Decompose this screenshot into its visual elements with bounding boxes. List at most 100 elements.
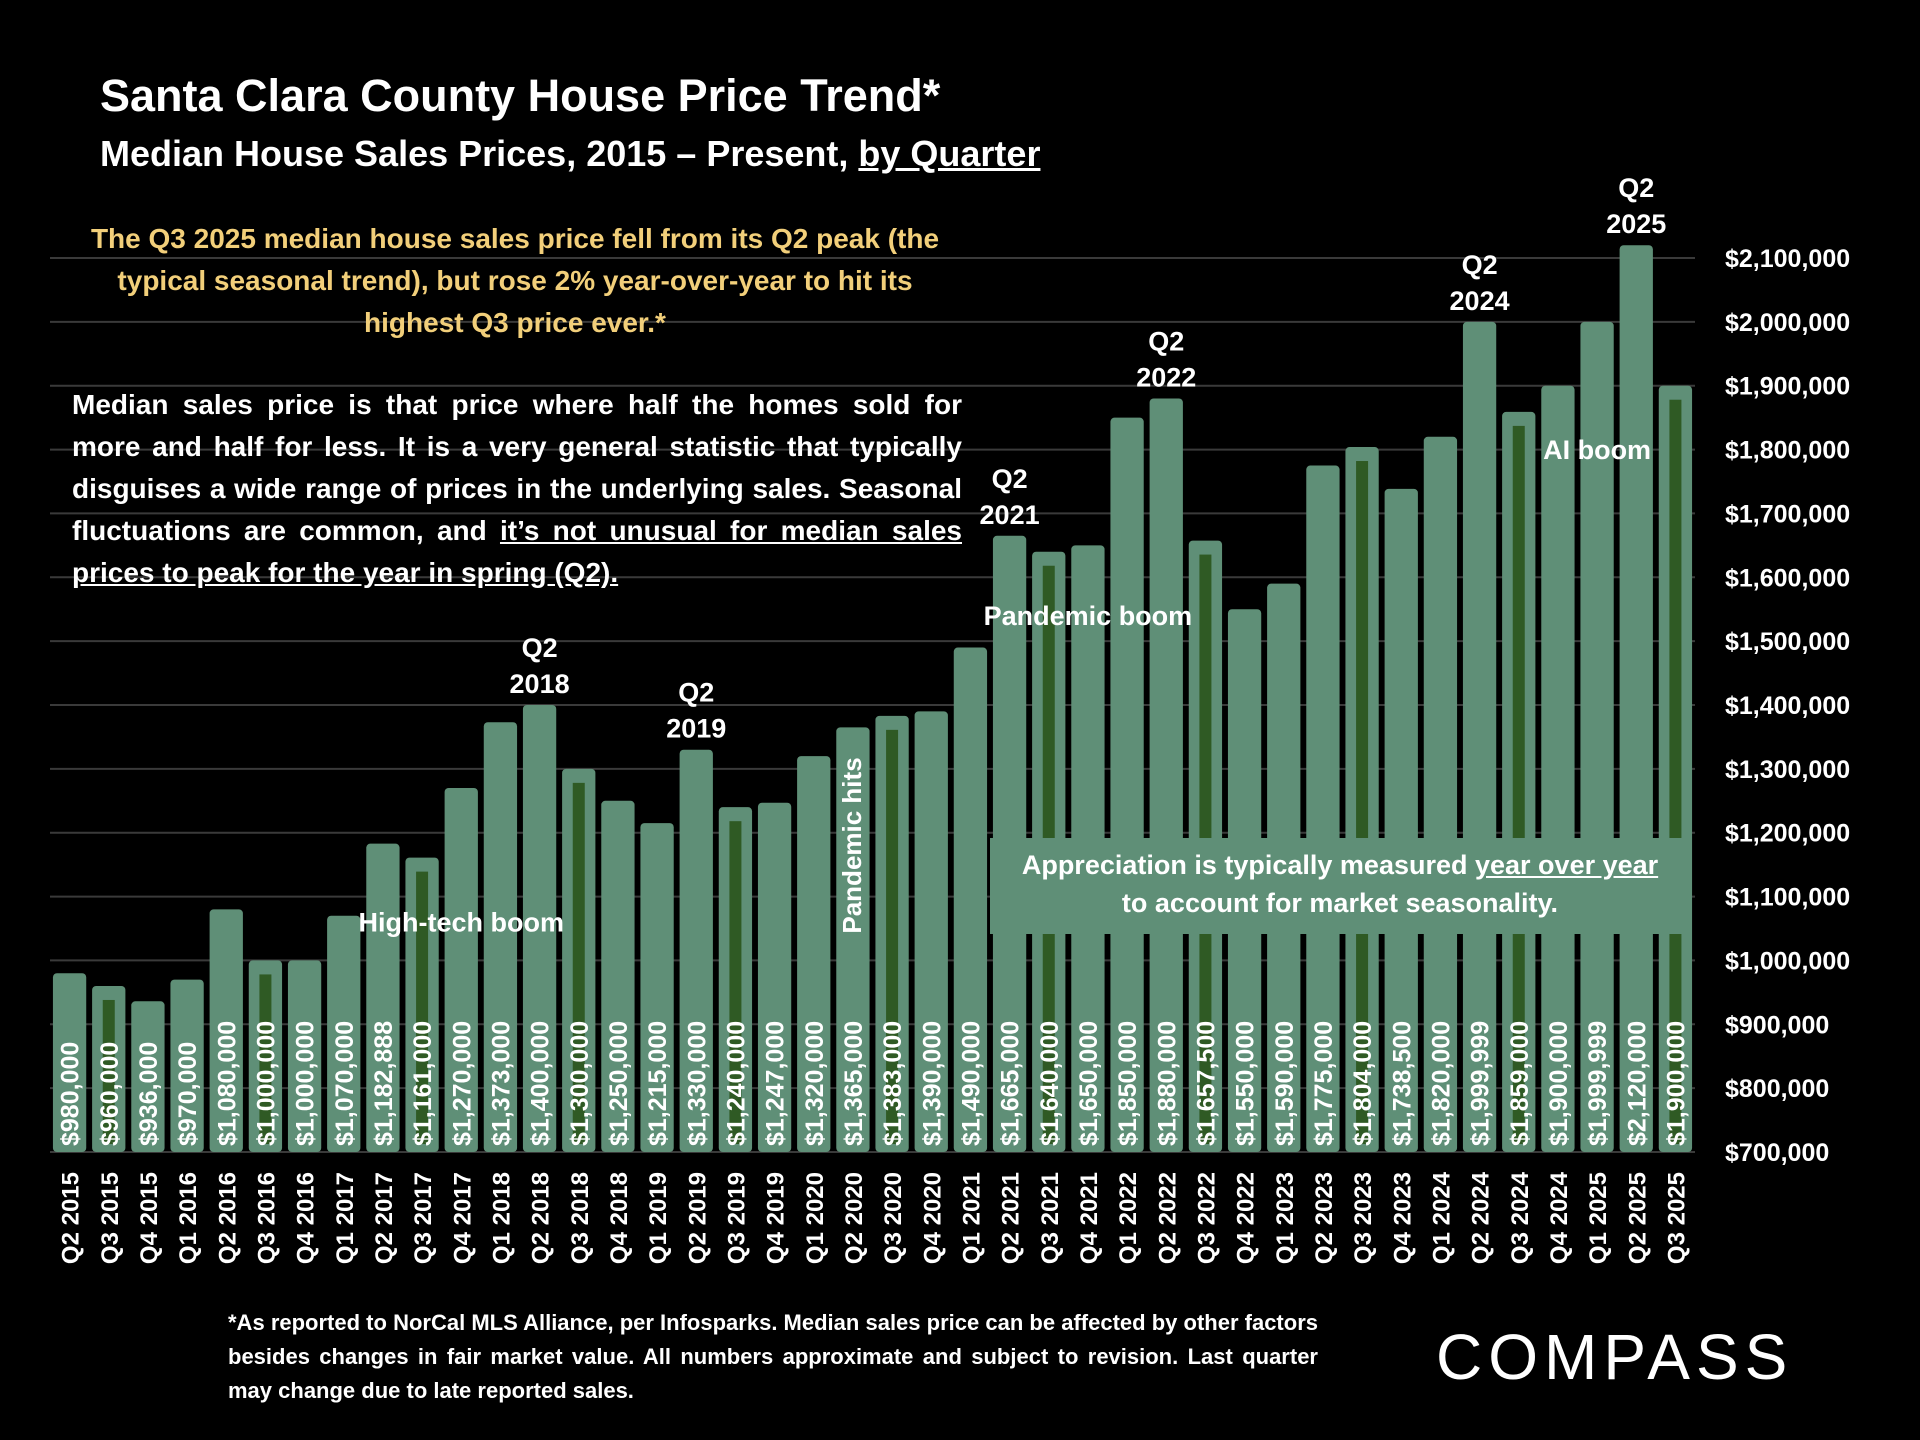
data-label: $1,550,000 xyxy=(1232,1021,1260,1146)
x-tick-label: Q4 2015 xyxy=(136,1172,163,1264)
appreciation-underlined: year over year xyxy=(1475,850,1659,880)
data-label: $1,590,000 xyxy=(1271,1021,1299,1146)
x-tick-label: Q1 2021 xyxy=(958,1172,985,1264)
footnote: *As reported to NorCal MLS Alliance, per… xyxy=(228,1310,1318,1403)
bar xyxy=(914,711,948,1152)
x-tick-label: Q4 2019 xyxy=(763,1172,790,1264)
x-tick-label: Q1 2020 xyxy=(802,1172,829,1264)
x-tick-label: Q2 2024 xyxy=(1468,1171,1495,1264)
data-label: $1,775,000 xyxy=(1310,1021,1338,1146)
x-tick-label: Q2 2021 xyxy=(998,1172,1025,1264)
bar-q3-marker xyxy=(1669,399,1682,1144)
bar-q3-marker xyxy=(729,821,742,1144)
x-tick-label: Q4 2017 xyxy=(449,1172,476,1264)
bar xyxy=(1110,417,1144,1153)
y-tick-label: $1,800,000 xyxy=(1725,437,1850,465)
y-tick-label: $800,000 xyxy=(1725,1075,1829,1103)
peak-label-quarter: Q2 xyxy=(992,464,1028,494)
chart-subtitle: Median House Sales Prices, 2015 – Presen… xyxy=(100,133,1040,175)
peak-label-year: 2024 xyxy=(1450,286,1510,316)
bar xyxy=(757,802,792,1152)
annotation: Pandemic hits xyxy=(837,757,867,933)
data-label: $1,804,000 xyxy=(1349,1021,1377,1146)
bar xyxy=(1306,465,1340,1152)
x-tick-label: Q3 2017 xyxy=(410,1172,437,1264)
y-tick-label: $1,600,000 xyxy=(1725,564,1850,592)
y-tick-label: $1,000,000 xyxy=(1725,947,1850,975)
bar xyxy=(170,979,204,1152)
peak-label-year: 2025 xyxy=(1606,209,1666,239)
data-label: $1,738,500 xyxy=(1388,1021,1416,1146)
bar xyxy=(52,973,87,1152)
x-tick-label: Q1 2016 xyxy=(175,1172,202,1264)
bar xyxy=(327,915,361,1152)
x-tick-label: Q2 2022 xyxy=(1154,1172,1181,1264)
data-label: $1,250,000 xyxy=(605,1021,633,1146)
data-label: $1,373,000 xyxy=(487,1021,515,1146)
x-tick-label: Q2 2025 xyxy=(1624,1172,1651,1264)
bar xyxy=(287,960,322,1152)
peak-label-quarter: Q2 xyxy=(1462,250,1498,280)
y-tick-label: $1,400,000 xyxy=(1725,692,1850,720)
y-tick-label: $2,000,000 xyxy=(1725,309,1850,337)
bar xyxy=(483,722,518,1152)
data-label: $1,900,000 xyxy=(1662,1021,1690,1146)
x-tick-label: Q4 2022 xyxy=(1233,1172,1260,1264)
data-label: $1,330,000 xyxy=(683,1021,711,1146)
data-label: $1,161,000 xyxy=(409,1021,437,1146)
appreciation-prefix: Appreciation is typically measured xyxy=(1021,850,1475,880)
data-label: $1,000,000 xyxy=(292,1021,320,1146)
x-tick-label: Q4 2016 xyxy=(293,1172,320,1264)
peak-label-year: 2018 xyxy=(510,669,570,699)
bar xyxy=(1149,398,1183,1152)
data-label: $1,215,000 xyxy=(644,1021,672,1146)
x-tick-label: Q3 2023 xyxy=(1350,1172,1377,1264)
data-label: $1,490,000 xyxy=(957,1021,985,1146)
y-tick-label: $1,200,000 xyxy=(1725,820,1850,848)
highlight-callout: The Q3 2025 median house sales price fel… xyxy=(90,223,940,338)
annotation: High-tech boom xyxy=(359,908,564,938)
x-tick-label: Q3 2018 xyxy=(567,1172,594,1264)
peak-label-year: 2022 xyxy=(1136,362,1196,392)
bar xyxy=(953,647,988,1152)
y-tick-label: $900,000 xyxy=(1725,1011,1829,1039)
data-label: $1,300,000 xyxy=(566,1021,594,1146)
bar xyxy=(1462,321,1497,1152)
x-tick-label: Q3 2015 xyxy=(97,1172,124,1264)
data-label: $2,120,000 xyxy=(1623,1021,1651,1146)
data-label: $1,859,000 xyxy=(1506,1021,1534,1146)
x-tick-label: Q2 2019 xyxy=(684,1172,711,1264)
x-tick-label: Q3 2020 xyxy=(880,1172,907,1264)
x-tick-label: Q3 2025 xyxy=(1663,1172,1690,1264)
x-tick-label: Q1 2018 xyxy=(488,1172,515,1264)
x-tick-label: Q4 2024 xyxy=(1546,1171,1573,1264)
bar xyxy=(836,727,870,1152)
peak-label-quarter: Q2 xyxy=(1618,173,1654,203)
y-tick-label: $2,100,000 xyxy=(1725,245,1850,273)
data-label: $1,080,000 xyxy=(213,1021,241,1146)
appreciation-suffix: to account for market seasonality. xyxy=(1121,888,1559,918)
data-label: $1,000,000 xyxy=(252,1021,280,1146)
bar-q3-marker xyxy=(102,999,115,1144)
data-label: $1,070,000 xyxy=(331,1021,359,1146)
bar xyxy=(1423,436,1458,1152)
explanation-underlined: it’s not unusual for median sales prices… xyxy=(72,515,962,588)
x-tick-label: Q3 2024 xyxy=(1507,1171,1534,1264)
x-tick-label: Q2 2023 xyxy=(1311,1172,1338,1264)
y-tick-label: $700,000 xyxy=(1725,1139,1829,1167)
data-label: $1,270,000 xyxy=(448,1021,476,1146)
subtitle-underlined: by Quarter xyxy=(858,133,1041,174)
bar xyxy=(1384,488,1418,1152)
peak-label-year: 2021 xyxy=(980,500,1040,530)
x-tick-label: Q1 2023 xyxy=(1272,1172,1299,1264)
bar xyxy=(1580,321,1614,1152)
x-tick-label: Q4 2018 xyxy=(606,1172,633,1264)
x-tick-label: Q2 2015 xyxy=(58,1172,85,1264)
peak-label-quarter: Q2 xyxy=(522,633,558,663)
x-tick-label: Q3 2021 xyxy=(1037,1172,1064,1264)
explanation-paragraph: Median sales price is that price where h… xyxy=(72,384,962,594)
data-label: $980,000 xyxy=(57,1042,85,1146)
peak-label-quarter: Q2 xyxy=(678,678,714,708)
data-label: $1,665,000 xyxy=(997,1021,1025,1146)
